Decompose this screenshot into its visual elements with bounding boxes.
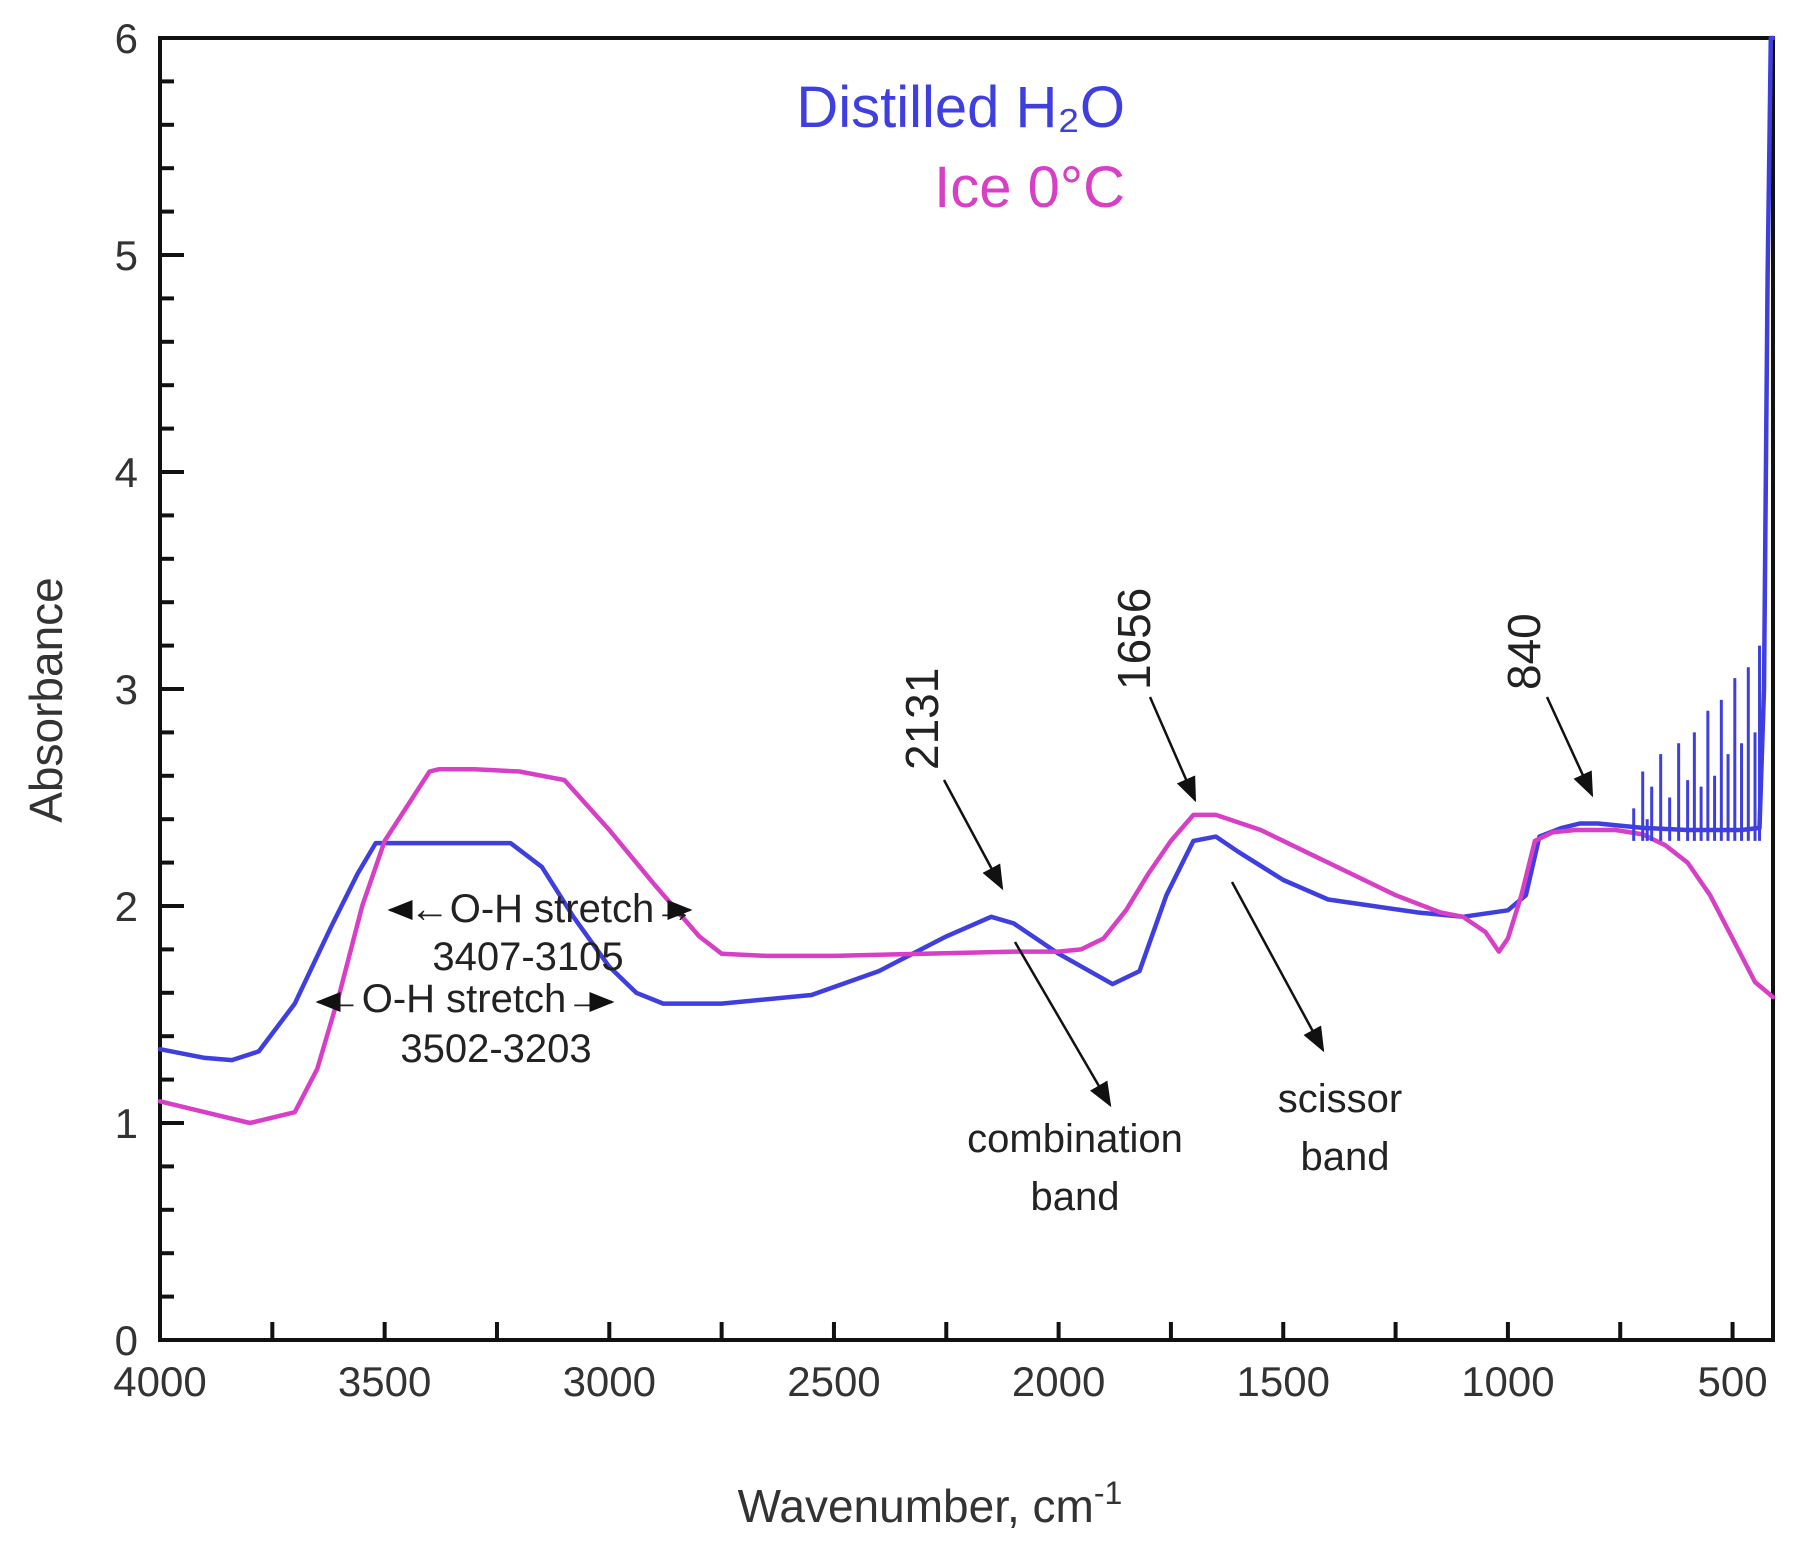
x-tick-label: 3500 [338, 1358, 431, 1405]
series-layer [157, 35, 1776, 1126]
x-tick-label: 1000 [1461, 1358, 1554, 1405]
x-axis-title: Wavenumber, cm-1 [738, 1475, 1123, 1532]
scissor-band-label-line1: scissor [1278, 1077, 1402, 1121]
arrow-840 [1545, 696, 1594, 798]
y-axis-title: Absorbance [20, 577, 72, 823]
combination-band-label-line1: combination [967, 1117, 1183, 1161]
x-tick-label: 4000 [113, 1358, 206, 1405]
y-tick-label: 0 [115, 1317, 138, 1364]
legend-entry-distilled-water: Distilled H₂O [796, 75, 1125, 140]
y-tick-label: 2 [115, 883, 138, 930]
x-axis-title-text: Wavenumber, cm [738, 1480, 1094, 1532]
tick-marks [158, 36, 1735, 1342]
peak-label-1656: 1656 [1108, 588, 1160, 690]
legend-entry-ice: Ice 0°C [934, 155, 1125, 220]
series-line-distilled-water [157, 35, 1776, 1063]
oh-stretch-ice-arrow-label: ←O-H stretch→ [410, 887, 694, 931]
y-tick-label: 5 [115, 232, 138, 279]
scissor-band-label-line2: band [1301, 1135, 1390, 1179]
peak-label-2131: 2131 [896, 668, 948, 770]
x-axis-title-superscript: -1 [1094, 1475, 1122, 1511]
x-tick-label: 3000 [563, 1358, 656, 1405]
arrow-2131 [942, 779, 1004, 891]
combination-band-label-line2: band [1031, 1175, 1120, 1219]
y-tick-label: 1 [115, 1100, 138, 1147]
series-line-ice [157, 767, 1776, 1126]
x-tick-label: 1500 [1237, 1358, 1330, 1405]
x-tick-label: 2000 [1012, 1358, 1105, 1405]
peak-label-840: 840 [1498, 613, 1550, 690]
y-tick-label: 4 [115, 449, 138, 496]
oh-stretch-ice-range: 3407-3105 [432, 935, 623, 979]
arrow-combination-band [1013, 941, 1112, 1108]
annotation-arrows [315, 696, 1594, 1108]
arrow-1656 [1148, 696, 1197, 803]
x-tick-label: 500 [1698, 1358, 1768, 1405]
x-tick-label: 2500 [787, 1358, 880, 1405]
tick-labels: 4000 3500 3000 2500 2000 1500 1000 500 0 1 2 3 4 5 6 [113, 15, 1767, 1405]
y-tick-label: 6 [115, 15, 138, 62]
y-tick-label: 3 [115, 666, 138, 713]
arrow-scissor-band [1230, 881, 1325, 1053]
oh-stretch-water-range: 3502-3203 [400, 1027, 591, 1071]
oh-stretch-water-arrow-label: ←O-H stretch→ [322, 977, 606, 1021]
